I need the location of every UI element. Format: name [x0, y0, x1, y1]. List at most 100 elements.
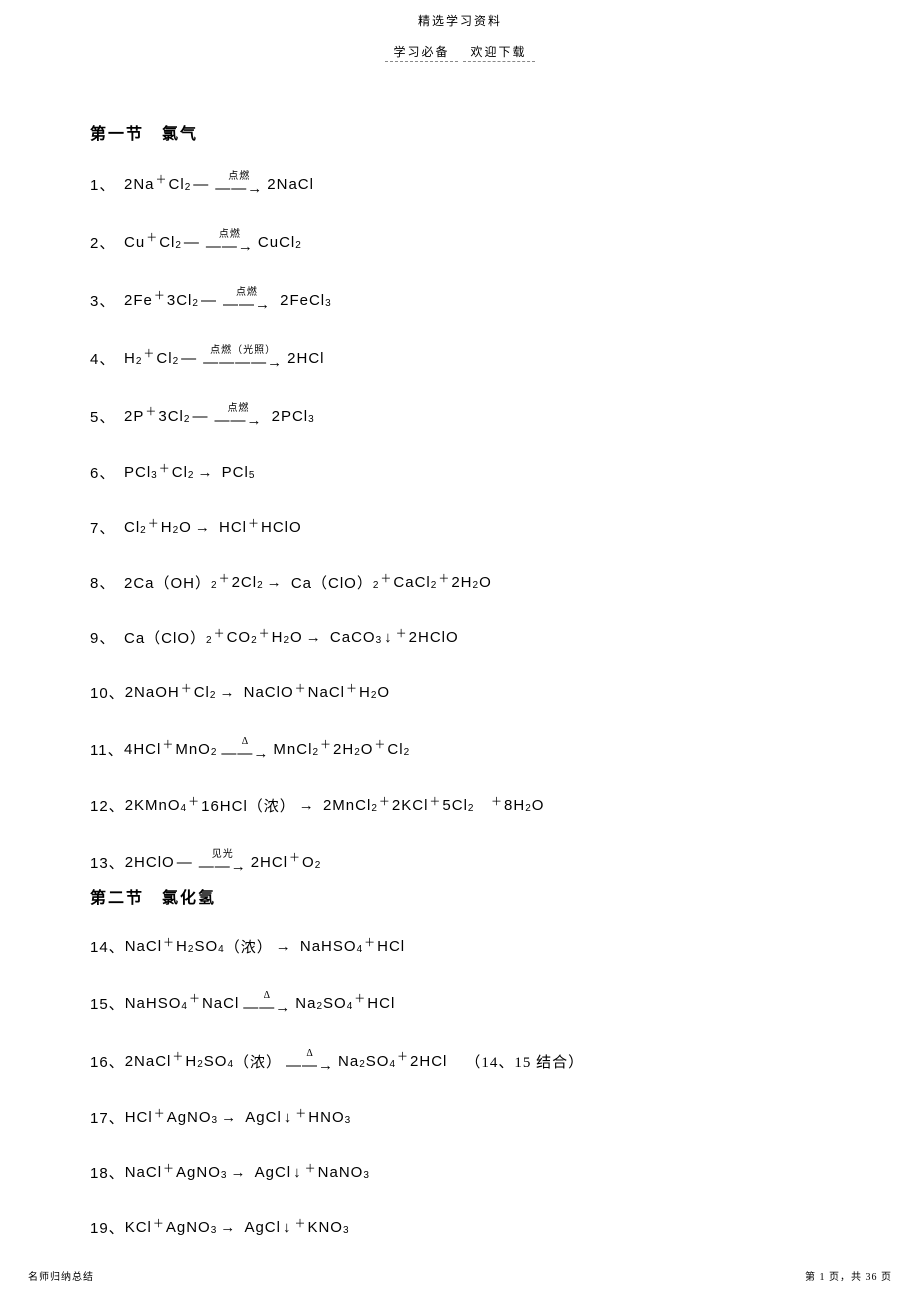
reaction-arrow: 点燃——→ — [215, 172, 263, 196]
dash: — — [201, 292, 217, 309]
eq-num: 3、 — [90, 290, 124, 311]
eq-num: 14、 — [90, 936, 125, 957]
subscript: 3 — [343, 1225, 350, 1236]
eq-num: 1、 — [90, 174, 124, 195]
plus-icon: ＋ — [397, 1048, 409, 1064]
plus-icon: ＋ — [259, 625, 271, 641]
plus-icon: ＋ — [438, 570, 450, 586]
eq-num: 19、 — [90, 1217, 125, 1238]
subscript: 2 — [206, 635, 213, 646]
eq-term: O — [302, 854, 315, 871]
reaction-arrow: Δ——→ — [221, 737, 269, 761]
eq-term: MnO — [175, 741, 211, 758]
equation-11: 11、 4HCl ＋ MnO2 Δ——→ MnCl2 ＋ 2H2O ＋ Cl2 — [90, 737, 830, 761]
plus-icon: ＋ — [154, 287, 166, 303]
arrow-line: ——→ — [214, 413, 262, 428]
plus-icon: ＋ — [354, 990, 366, 1006]
eq-term: Cu — [124, 234, 145, 251]
eq-term: 2NaCl — [267, 176, 314, 193]
subscript: 2 — [371, 690, 378, 701]
subscript: 2 — [354, 747, 361, 758]
eq-term: Ca（ClO） — [291, 572, 373, 593]
subscript: 2 — [173, 525, 180, 536]
eq-term: 16HCl（浓） — [201, 795, 296, 816]
subscript: 2 — [251, 635, 258, 646]
simple-arrow: → — [267, 574, 283, 591]
equation-7: 7、 Cl2 ＋ H2O → HCl ＋ HClO — [90, 517, 830, 538]
eq-term: Cl — [156, 350, 172, 367]
arrow-line: ——→ — [215, 181, 263, 196]
eq-term: CO — [227, 629, 252, 646]
eq-term: PCl — [124, 464, 151, 481]
eq-num: 12、 — [90, 795, 125, 816]
plus-icon: ＋ — [148, 515, 160, 531]
subscript: 2 — [373, 580, 380, 591]
plus-icon: ＋ — [346, 680, 358, 696]
arrow-line: ——→ — [286, 1058, 334, 1073]
equation-6: 6、 PCl3 ＋ Cl2 → PCl5 — [90, 462, 830, 483]
subscript: 4 — [218, 944, 225, 955]
subscript: 2 — [316, 1001, 323, 1012]
plus-icon: ＋ — [491, 793, 503, 809]
eq-term: 4HCl — [124, 741, 161, 758]
subscript: 2 — [404, 747, 411, 758]
subscript: 4 — [389, 1059, 396, 1070]
subscript: 2 — [188, 470, 195, 481]
subscript: 3 — [376, 635, 383, 646]
eq-term: SO — [323, 995, 347, 1012]
eq-term: 5Cl — [442, 797, 468, 814]
eq-num: 8、 — [90, 572, 124, 593]
plus-icon: ＋ — [181, 680, 193, 696]
eq-term: AgNO — [176, 1164, 221, 1181]
eq-term: AgCl — [245, 1109, 282, 1126]
subscript: 3 — [151, 470, 158, 481]
section-1-title: 第一节 氯气 — [90, 120, 830, 144]
eq-term: 3Cl — [167, 292, 193, 309]
equation-8: 8、 2Ca（OH）2 ＋ 2Cl2 → Ca（ClO）2 ＋ CaCl2 ＋ … — [90, 572, 830, 593]
plus-icon: ＋ — [163, 1160, 175, 1176]
reaction-arrow: Δ——→ — [286, 1049, 334, 1073]
plus-icon: ＋ — [364, 934, 376, 950]
subscript: 2 — [192, 298, 199, 309]
equation-10: 10、 2NaOH ＋ Cl2 → NaClO ＋ NaCl ＋ H2O — [90, 682, 830, 703]
eq-num: 2、 — [90, 232, 124, 253]
eq-num: 13、 — [90, 852, 125, 873]
dash: — — [193, 176, 209, 193]
eq-term: MnCl — [273, 741, 312, 758]
equation-15: 15、 NaHSO4 ＋ NaCl Δ——→ Na2SO4 ＋ HCl — [90, 991, 830, 1015]
eq-term: 2HCl — [287, 350, 324, 367]
subscript: 2 — [173, 356, 180, 367]
plus-icon: ＋ — [145, 403, 157, 419]
eq-term: H — [161, 519, 173, 536]
subscript: 4 — [227, 1059, 234, 1070]
down-arrow-icon: ↓ — [283, 1219, 292, 1236]
eq-term: AgCl — [244, 1219, 281, 1236]
plus-icon: ＋ — [159, 460, 171, 476]
eq-term: KCl — [125, 1219, 152, 1236]
subscript: 2 — [312, 747, 319, 758]
eq-num: 9、 — [90, 627, 124, 648]
eq-term: 2Cl — [232, 574, 258, 591]
eq-num: 17、 — [90, 1107, 125, 1128]
eq-term: SO — [204, 1053, 228, 1070]
eq-term: NaClO — [244, 684, 294, 701]
equation-19: 19、 KCl ＋ AgNO3 → AgCl ↓ ＋ KNO3 — [90, 1217, 830, 1238]
eq-term: Ca（ClO） — [124, 627, 206, 648]
eq-term: 2PCl — [272, 408, 309, 425]
eq-num: 10、 — [90, 682, 125, 703]
down-arrow-icon: ↓ — [384, 629, 393, 646]
simple-arrow: → — [195, 519, 211, 536]
eq-term: 2FeCl — [280, 292, 325, 309]
eq-term: NaNO — [318, 1164, 364, 1181]
reaction-arrow: 点燃——→ — [214, 404, 262, 428]
eq-term: NaCl — [308, 684, 345, 701]
eq-term: Cl — [172, 464, 188, 481]
subscript: 2 — [188, 944, 195, 955]
equation-18: 18、 NaCl ＋ AgNO3 → AgCl ↓ ＋ NaNO3 — [90, 1162, 830, 1183]
eq-num: 16、 — [90, 1051, 125, 1072]
eq-term: H — [185, 1053, 197, 1070]
subscript: 2 — [210, 690, 217, 701]
simple-arrow: → — [299, 797, 315, 814]
dash: — — [192, 408, 208, 425]
eq-term: O — [479, 574, 492, 591]
